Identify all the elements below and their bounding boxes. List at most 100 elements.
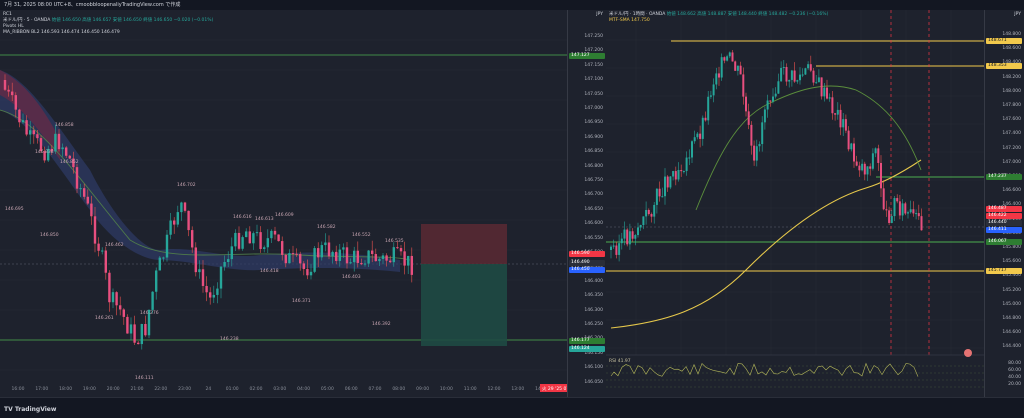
left-ohlc: 始値 146.650 高値 146.657 安値 146.650 終値 146.… [51, 18, 214, 23]
candle [691, 140, 693, 163]
candle [79, 183, 82, 198]
candle [774, 87, 777, 99]
candle [39, 135, 43, 153]
candle [327, 235, 331, 260]
left-chart-header: RC1 米ドル/円 · 5 · OANDA 始値 146.650 高値 146.… [3, 12, 213, 36]
candle [137, 341, 140, 345]
left-indicator-ribbon[interactable]: MA_RIBBON BL2 146.593 146.474 146.450 14… [3, 30, 120, 35]
stop-loss-zone [421, 224, 507, 264]
price-annotation: 146.609 [275, 212, 294, 218]
left-price-tick: 147.150 [584, 62, 603, 68]
candle [165, 229, 169, 262]
candle [198, 260, 201, 279]
right-price-tag: 145.717 [986, 268, 1022, 274]
candle [720, 53, 723, 81]
candle [72, 151, 75, 174]
rsi-label[interactable]: RSI 41.97 [609, 358, 631, 364]
candle [869, 163, 872, 176]
candle [896, 194, 899, 204]
left-axis-unit[interactable]: JPY [596, 12, 603, 17]
candle [912, 201, 915, 217]
left-symbol[interactable]: 米ドル/円 · 5 · OANDA [3, 18, 51, 23]
candle [331, 250, 334, 264]
rsi-level-tick: 60.00 [1008, 368, 1021, 373]
right-price-tick: 148.600 [1002, 46, 1021, 52]
rsi-line [610, 362, 919, 377]
candle [734, 60, 737, 71]
candle [83, 183, 86, 200]
candle [371, 240, 374, 263]
candle [615, 241, 618, 259]
candle [108, 270, 111, 312]
candle [356, 241, 359, 268]
candle [704, 111, 707, 122]
candle [782, 59, 785, 75]
left-indicator-pivots[interactable]: Pivots HL [3, 24, 24, 29]
left-price-tick: 146.150 [584, 350, 603, 356]
candle [324, 233, 327, 252]
top-bar: 7月 31, 2025 08:00 UTC+8、cmoobbloopenaliy… [0, 0, 1024, 10]
right-symbol[interactable]: 米ドル/円 · 1時間 · OANDA [609, 12, 666, 17]
left-price-tick: 146.450 [584, 264, 603, 269]
right-chart-pane[interactable]: 米ドル/円 · 1時間 · OANDA 始値 148.662 高値 148.88… [606, 10, 984, 397]
left-price-tick: 147.250 [584, 34, 603, 39]
event-bubble-icon[interactable] [964, 349, 972, 357]
left-chart-pane[interactable]: RC1 米ドル/円 · 5 · OANDA 始値 146.650 高値 146.… [0, 10, 567, 397]
candle [820, 77, 823, 100]
candle [291, 245, 295, 263]
candle [155, 267, 158, 300]
candle [658, 181, 661, 202]
candle [874, 147, 877, 158]
candle [54, 124, 57, 154]
candle [216, 282, 219, 304]
price-annotation: 146.371 [292, 298, 311, 304]
candle [637, 222, 639, 238]
x-axis-label: 05:00 [321, 386, 334, 392]
price-annotation: 146.261 [95, 315, 114, 321]
candle [259, 226, 262, 253]
right-indicator-sma[interactable]: MTF-SMA 147.750 [609, 18, 650, 23]
candle [677, 162, 680, 182]
candle [93, 207, 97, 253]
left-price-tag: 146.177 [569, 338, 605, 344]
left-price-axis[interactable]: JPY 147.250 147.200 147.150 147.100 147.050 1… [567, 10, 607, 397]
candle [158, 255, 161, 271]
candle [14, 92, 17, 118]
candle [755, 139, 758, 167]
tradingview-logo[interactable]: TV TradingView [4, 406, 56, 413]
right-candles-canvas[interactable]: RSI 41.97111415161718212223242025-07-29 … [606, 10, 984, 397]
candle [410, 247, 413, 283]
candle [219, 265, 223, 299]
left-price-tick: 147.200 [584, 48, 603, 54]
candle [853, 137, 855, 168]
candle [804, 67, 807, 75]
price-annotation: 146.238 [220, 336, 239, 342]
candle [688, 149, 691, 166]
candle [718, 66, 720, 86]
candle [915, 209, 918, 220]
candle [21, 113, 25, 124]
right-price-tick: 144.800 [1002, 316, 1021, 321]
candle [893, 196, 896, 222]
candle [201, 260, 205, 293]
left-candles-canvas[interactable]: 146.858 146.838 146.852 146.695 146.462 146.2… [0, 10, 567, 397]
candle [626, 228, 629, 247]
candle [661, 187, 664, 198]
candle [223, 255, 226, 271]
right-price-tag: 148.353 [986, 63, 1022, 69]
rsi-level-tick: 80.00 [1008, 361, 1021, 366]
candle [97, 237, 100, 257]
right-price-tick: 145.800 [1002, 245, 1021, 250]
x-axis-label: 12:00 [488, 386, 501, 392]
right-price-axis[interactable]: JPY 148.800 148.600 148.400 148.200 148.000 1… [984, 10, 1024, 397]
candle [696, 131, 699, 140]
left-top-tag[interactable]: RC1 [3, 12, 12, 17]
right-price-tick: 148.400 [1002, 60, 1021, 65]
price-annotation: 146.552 [352, 232, 371, 238]
candle [227, 251, 230, 268]
right-axis-unit[interactable]: JPY [1014, 12, 1021, 17]
price-annotation: 146.403 [342, 274, 361, 280]
candle [647, 208, 650, 216]
left-price-tick: 146.650 [584, 206, 603, 212]
candle [169, 212, 172, 240]
